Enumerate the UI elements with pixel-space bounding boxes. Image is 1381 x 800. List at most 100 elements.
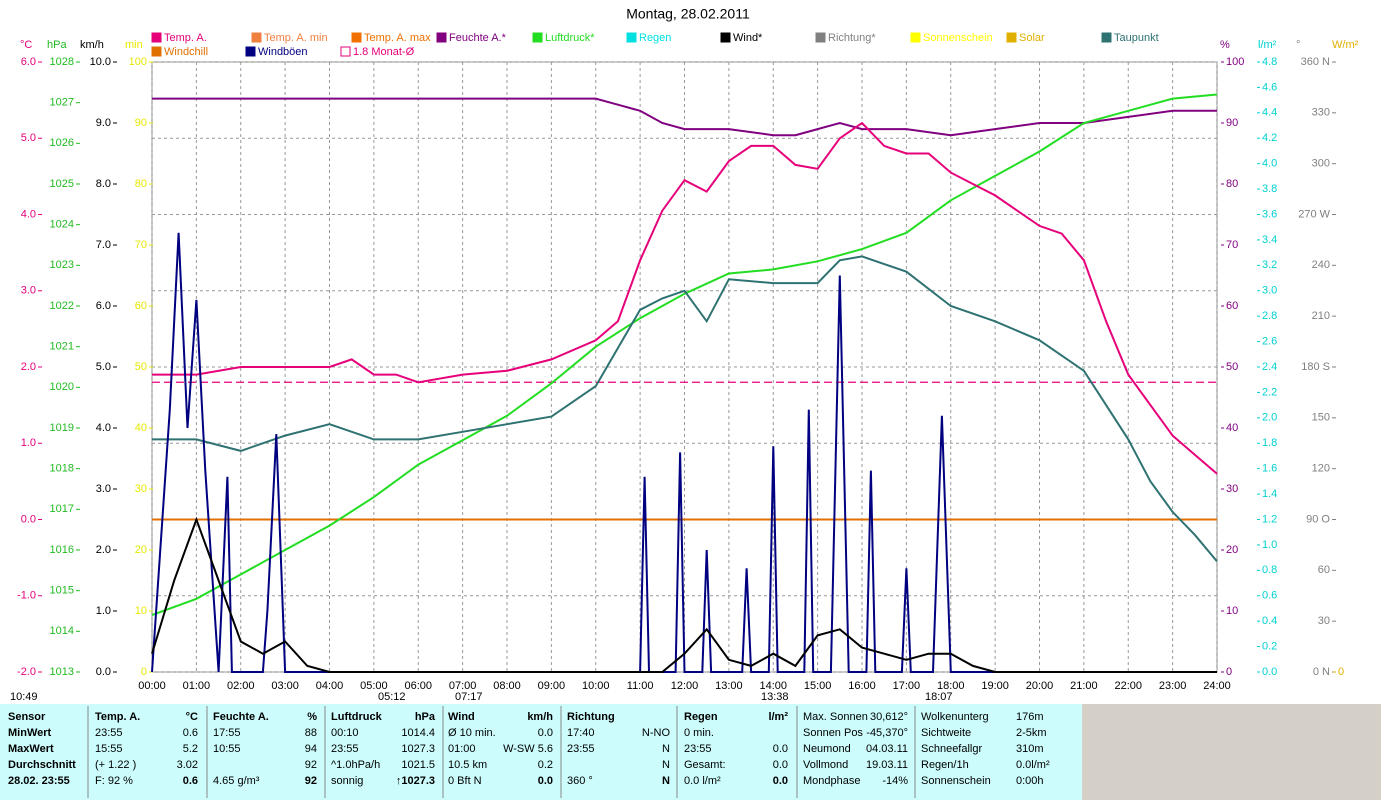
table-cell: 0.0 l/m²: [684, 775, 721, 787]
table-cell: ^1.0hPa/h: [331, 759, 380, 771]
y-tick-label: 9.0: [96, 117, 111, 129]
legend-swatch: [815, 32, 826, 43]
table-cell: sonnig: [331, 775, 363, 787]
y-tick-label: 7.0: [96, 239, 111, 251]
y-tick-label: 1015: [50, 585, 74, 597]
x-tick-label: 02:00: [227, 680, 255, 692]
table-cell: 23:55: [684, 743, 712, 755]
y-tick-label: 180 S: [1301, 361, 1330, 373]
table-cell: N-NO: [642, 727, 671, 739]
y-tick-label: 3.6: [1262, 208, 1277, 220]
y-tick-label: 0 N: [1313, 666, 1330, 678]
axis-unit: W/m²: [1332, 39, 1359, 51]
y-tick-label: 4.4: [1262, 107, 1277, 119]
table-cell: %: [307, 711, 317, 723]
y-tick-label: 240: [1312, 259, 1330, 271]
series-line: [151, 93, 1218, 617]
y-tick-label: -1.0: [17, 590, 36, 602]
table-cell: 88: [305, 727, 317, 739]
y-tick-label: 90 O: [1306, 513, 1330, 525]
table-cell: N: [662, 743, 670, 755]
y-tick-label: 1.2: [1262, 513, 1277, 525]
x-tick-label: 15:00: [804, 680, 832, 692]
table-cell: 92: [305, 759, 317, 771]
y-tick-label: 70: [1226, 239, 1238, 251]
sun-annotation: 05:12: [378, 691, 406, 703]
x-tick-label: 05:00: [360, 680, 388, 692]
table-cell: 17:55: [213, 727, 241, 739]
table-cell: Feuchte A.: [213, 711, 269, 723]
legend-swatch: [1101, 32, 1112, 43]
y-tick-label: 1022: [50, 300, 74, 312]
legend-swatch: [245, 46, 256, 57]
x-tick-label: 23:00: [1159, 680, 1187, 692]
table-cell: 0.0: [773, 743, 788, 755]
legend-swatch: [151, 32, 162, 43]
table-cell: F: 92 %: [95, 775, 133, 787]
y-tick-label: 10: [1226, 605, 1238, 617]
y-tick-label: 1018: [50, 463, 74, 475]
series-line: [151, 516, 1217, 673]
table-cell: 0.0: [538, 727, 553, 739]
y-tick-label: 0.0: [96, 666, 111, 678]
table-cell: 0.0: [773, 759, 788, 771]
legend-label: Taupunkt: [1114, 32, 1159, 44]
data-table: Sensor MinWert MaxWert Durchschnitt 28.02. 2…: [8, 706, 1050, 798]
y-tick-label: 80: [135, 178, 147, 190]
x-tick-label: 09:00: [538, 680, 566, 692]
series-line: [152, 97, 1217, 137]
y-tick-label: 5.0: [96, 361, 111, 373]
y-tick-label: 1013: [50, 666, 74, 678]
legend-label: 1.8 Monat-Ø: [353, 46, 415, 58]
y-tick-label: 80: [1226, 178, 1238, 190]
y-tick-label: 2.8: [1262, 310, 1277, 322]
y-tick-label: 0.4: [1262, 615, 1277, 627]
y-tick-label: 8.0: [96, 178, 111, 190]
legend-swatch: [251, 32, 262, 43]
table-cell: hPa: [415, 711, 436, 723]
table-cell: 10.5 km: [448, 759, 487, 771]
table-cell: 23:55: [331, 743, 359, 755]
y-tick-label: 300: [1312, 158, 1330, 170]
legend-label: Wind*: [733, 32, 763, 44]
table-cell: 10:55: [213, 743, 241, 755]
legend-label: Windchill: [164, 46, 208, 58]
table-background: [0, 704, 1082, 800]
y-tick-label: 0.0: [1262, 666, 1277, 678]
table-cell: 23:55: [95, 727, 123, 739]
axis-unit: km/h: [80, 39, 104, 51]
y-tick-label: 0: [141, 666, 147, 678]
y-tick-label: 1.4: [1262, 488, 1277, 500]
legend-label: Temp. A. min: [264, 32, 328, 44]
y-tick-label: 2.6: [1262, 335, 1277, 347]
y-tick-label: 5.0: [21, 132, 36, 144]
y-tick-label: 1023: [50, 259, 74, 271]
y-tick-label: 3.0: [1262, 285, 1277, 297]
table-cell: N: [662, 759, 670, 771]
table-cell: °C: [186, 711, 198, 723]
table-cell: Wind: [448, 711, 475, 723]
y-tick-label: 20: [1226, 544, 1238, 556]
x-tick-label: 11:00: [627, 680, 654, 692]
sun-annotation: 13:38: [761, 691, 789, 703]
y-tick-label: 1016: [50, 544, 74, 556]
y-tick-label: 1.0: [21, 437, 36, 449]
table-cell: 360 °: [567, 775, 593, 787]
y-tick-label: 4.0: [21, 208, 36, 220]
x-tick-label: 14:00: [759, 680, 787, 692]
axis-unit: °: [1296, 39, 1300, 51]
table-cell: 0.0: [773, 775, 788, 787]
y-tick-label: 0: [1338, 666, 1344, 678]
legend-swatch: [436, 32, 447, 43]
table-cell: Regen: [684, 711, 718, 723]
table-cell: Regen/1h: [921, 759, 969, 771]
x-tick-label: 21:00: [1070, 680, 1098, 692]
table-cell: Ø 10 min.: [448, 727, 496, 739]
x-tick-label: 16:00: [848, 680, 876, 692]
table-cell: 28.02. 23:55: [8, 775, 70, 787]
x-tick-label: 01:00: [183, 680, 211, 692]
series-line: [151, 232, 1217, 673]
y-tick-label: 360 N: [1301, 56, 1330, 68]
table-cell: 0.6: [183, 727, 198, 739]
y-tick-label: 3.2: [1262, 259, 1277, 271]
